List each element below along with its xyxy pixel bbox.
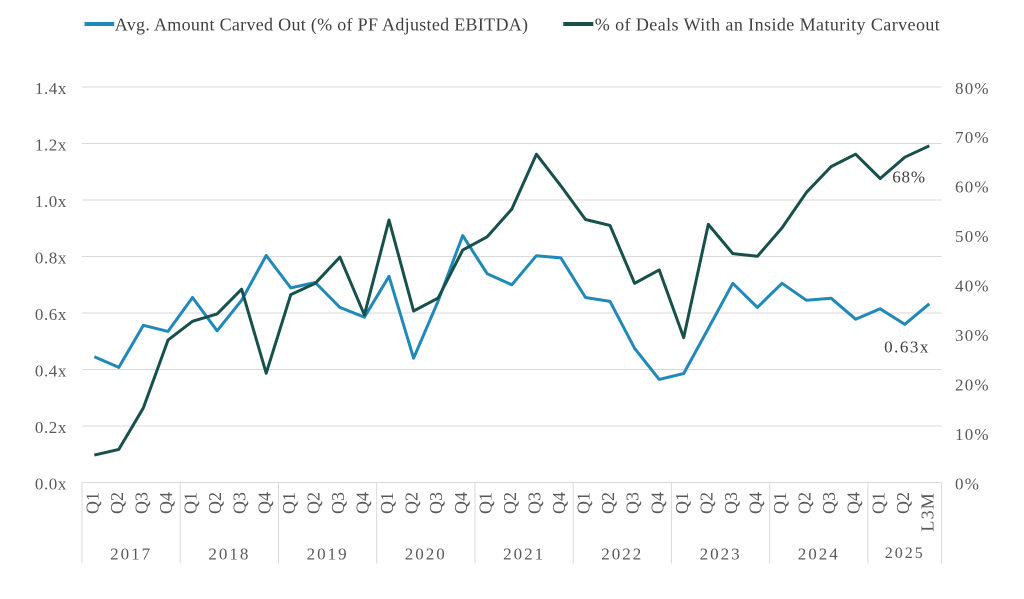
svg-text:Q3: Q3: [721, 492, 741, 514]
svg-text:80%: 80%: [955, 79, 990, 98]
svg-text:60%: 60%: [955, 178, 990, 197]
svg-text:Q1: Q1: [181, 492, 201, 514]
svg-text:Q4: Q4: [353, 492, 373, 514]
svg-text:Q1: Q1: [279, 492, 299, 514]
svg-text:2022: 2022: [601, 545, 643, 564]
svg-text:1.2x: 1.2x: [35, 135, 67, 154]
svg-text:50%: 50%: [955, 227, 990, 246]
svg-text:2025: 2025: [885, 545, 925, 562]
svg-text:0.2x: 0.2x: [35, 418, 67, 437]
svg-text:Q2: Q2: [795, 492, 815, 514]
svg-text:Q3: Q3: [426, 492, 446, 514]
svg-text:Q1: Q1: [82, 492, 102, 514]
svg-text:Q2: Q2: [107, 492, 127, 514]
svg-text:Q4: Q4: [647, 492, 667, 514]
svg-text:Q2: Q2: [893, 492, 913, 514]
svg-text:1.4x: 1.4x: [35, 79, 67, 98]
svg-text:Avg. Amount Carved Out (% of P: Avg. Amount Carved Out (% of PF Adjusted…: [115, 14, 529, 35]
svg-text:Q1: Q1: [574, 492, 594, 514]
svg-text:Q4: Q4: [549, 492, 569, 514]
svg-text:Q1: Q1: [672, 492, 692, 514]
svg-text:0.0x: 0.0x: [35, 474, 67, 493]
svg-text:Q3: Q3: [230, 492, 250, 514]
svg-text:Q2: Q2: [500, 492, 520, 514]
svg-text:0.4x: 0.4x: [35, 361, 67, 380]
svg-text:Q3: Q3: [525, 492, 545, 514]
svg-text:L3M: L3M: [917, 492, 937, 532]
svg-text:2020: 2020: [405, 545, 447, 564]
svg-text:Q2: Q2: [598, 492, 618, 514]
svg-text:Q3: Q3: [819, 492, 839, 514]
svg-text:Q4: Q4: [451, 492, 471, 514]
svg-text:Q4: Q4: [844, 492, 864, 514]
svg-text:2024: 2024: [798, 545, 840, 564]
svg-text:40%: 40%: [955, 277, 990, 296]
svg-text:0.63x: 0.63x: [884, 338, 930, 357]
svg-text:30%: 30%: [955, 326, 990, 345]
svg-text:70%: 70%: [955, 128, 990, 147]
svg-text:20%: 20%: [955, 375, 990, 394]
svg-text:0.6x: 0.6x: [35, 305, 67, 324]
svg-text:2018: 2018: [208, 545, 250, 564]
svg-text:% of Deals With an Inside Matu: % of Deals With an Inside Maturity Carve…: [595, 14, 940, 34]
svg-text:0%: 0%: [955, 474, 980, 493]
svg-text:2023: 2023: [700, 545, 742, 564]
svg-text:Q2: Q2: [205, 492, 225, 514]
svg-text:Q4: Q4: [746, 492, 766, 514]
svg-text:Q3: Q3: [132, 492, 152, 514]
svg-text:2021: 2021: [503, 545, 545, 564]
svg-text:Q1: Q1: [868, 492, 888, 514]
svg-text:Q2: Q2: [696, 492, 716, 514]
svg-text:Q1: Q1: [377, 492, 397, 514]
svg-text:Q3: Q3: [623, 492, 643, 514]
svg-text:1.0x: 1.0x: [35, 192, 67, 211]
svg-text:Q2: Q2: [303, 492, 323, 514]
svg-text:10%: 10%: [955, 425, 990, 444]
svg-text:68%: 68%: [892, 168, 926, 187]
svg-text:Q4: Q4: [156, 492, 176, 514]
svg-text:2019: 2019: [307, 545, 349, 564]
svg-text:Q1: Q1: [770, 492, 790, 514]
svg-text:Q3: Q3: [328, 492, 348, 514]
svg-text:Q1: Q1: [475, 492, 495, 514]
svg-text:0.8x: 0.8x: [35, 248, 67, 267]
svg-text:2017: 2017: [110, 545, 152, 564]
svg-text:Q4: Q4: [254, 492, 274, 514]
svg-text:Q2: Q2: [402, 492, 422, 514]
